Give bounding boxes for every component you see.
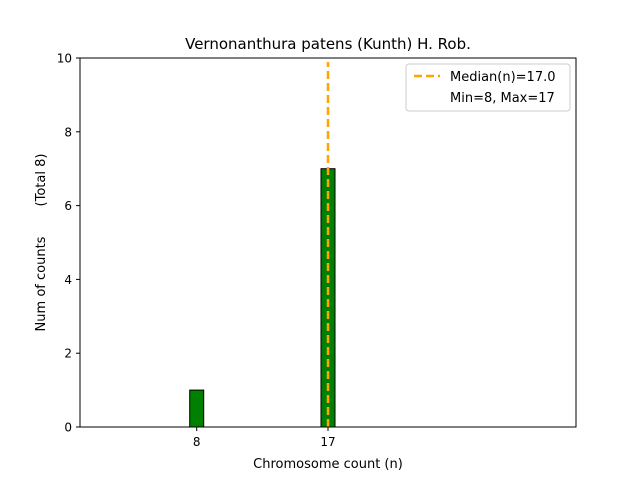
legend: Median(n)=17.0 Min=8, Max=17 (405, 63, 571, 112)
legend-median-label: Median(n)=17.0 (450, 70, 556, 85)
y-axis-total-label: (Total 8) (34, 154, 49, 207)
y-axis-ticks: 0 2 4 6 8 10 (57, 52, 80, 435)
x-axis-ticks: 8 17 (193, 427, 336, 449)
plot-area (79, 57, 577, 428)
bar-8 (189, 389, 205, 428)
y-tick-label: 4 (64, 273, 72, 287)
y-tick-label: 6 (64, 199, 72, 213)
legend-minmax-label: Min=8, Max=17 (450, 91, 555, 106)
x-tick-label: 17 (320, 435, 335, 449)
y-axis-label: Num of counts (34, 236, 49, 331)
chart-title: Vernonanthura patens (Kunth) H. Rob. (185, 35, 471, 53)
x-axis-label: Chromosome count (n) (253, 457, 403, 472)
y-tick-label: 0 (64, 421, 72, 435)
y-tick-label: 8 (64, 125, 72, 139)
legend-frame (405, 63, 571, 112)
y-tick-label: 2 (64, 347, 72, 361)
x-tick-label: 8 (193, 435, 201, 449)
y-tick-label: 10 (57, 52, 72, 66)
